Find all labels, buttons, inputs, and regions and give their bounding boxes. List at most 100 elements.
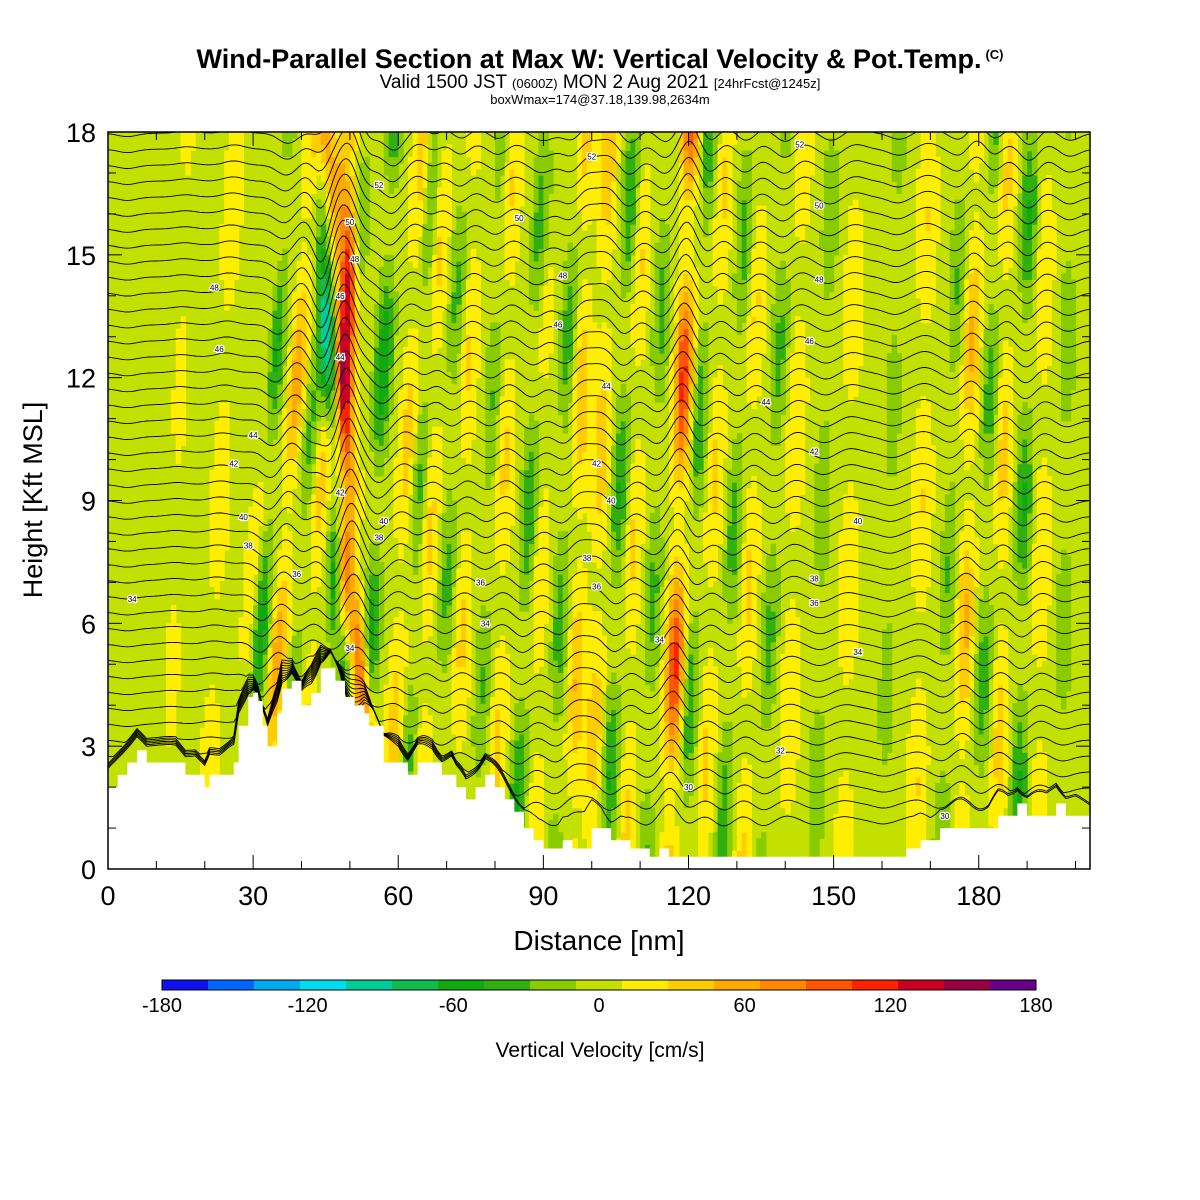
velocity-cell bbox=[349, 629, 356, 637]
velocity-cell bbox=[635, 531, 646, 538]
velocity-cell bbox=[451, 654, 457, 661]
velocity-cell bbox=[998, 561, 1004, 569]
velocity-cell bbox=[741, 844, 748, 852]
velocity-cell bbox=[345, 580, 351, 588]
velocity-cell bbox=[340, 475, 346, 483]
velocity-cell bbox=[973, 396, 980, 403]
velocity-cell bbox=[611, 457, 617, 465]
velocity-cell bbox=[649, 617, 656, 624]
velocity-cell bbox=[504, 359, 515, 366]
velocity-cell bbox=[282, 660, 288, 667]
velocity-cell bbox=[973, 678, 980, 686]
velocity-cell bbox=[393, 629, 409, 637]
velocity-cell bbox=[964, 500, 975, 508]
velocity-cell bbox=[340, 402, 346, 409]
velocity-cell bbox=[635, 359, 641, 366]
velocity-cell bbox=[664, 752, 680, 760]
velocity-cell bbox=[291, 316, 298, 323]
velocity-cell bbox=[688, 623, 699, 631]
velocity-cell bbox=[654, 371, 665, 379]
velocity-cell bbox=[765, 647, 772, 655]
velocity-cell bbox=[485, 432, 496, 440]
velocity-cell bbox=[993, 377, 999, 385]
velocity-cell bbox=[499, 783, 506, 790]
velocity-cell bbox=[209, 518, 230, 526]
velocity-cell bbox=[935, 819, 951, 827]
velocity-cell bbox=[403, 353, 419, 360]
velocity-cell bbox=[499, 764, 506, 772]
velocity-cell bbox=[383, 703, 390, 710]
velocity-cell bbox=[562, 328, 573, 336]
velocity-cell bbox=[983, 396, 994, 403]
velocity-cell bbox=[311, 432, 317, 440]
velocity-cell bbox=[761, 604, 767, 612]
velocity-cell bbox=[417, 426, 428, 434]
velocity-cell bbox=[291, 641, 303, 649]
velocity-cell bbox=[993, 389, 999, 397]
velocity-cell bbox=[625, 469, 632, 477]
velocity-cell bbox=[330, 518, 336, 526]
velocity-cell bbox=[669, 555, 675, 563]
velocity-cell bbox=[582, 721, 588, 729]
velocity-cell bbox=[335, 377, 341, 385]
velocity-cell bbox=[915, 783, 922, 790]
velocity-cell bbox=[345, 635, 351, 643]
velocity-cell bbox=[494, 396, 501, 403]
velocity-cell bbox=[736, 838, 743, 846]
velocity-cell bbox=[819, 580, 825, 588]
velocity-cell bbox=[911, 537, 931, 545]
velocity-cell bbox=[514, 727, 530, 735]
velocity-cell bbox=[461, 359, 467, 366]
velocity-cell bbox=[978, 635, 985, 643]
velocity-cell bbox=[267, 420, 278, 428]
velocity-cell bbox=[412, 555, 419, 563]
velocity-cell bbox=[620, 494, 627, 502]
velocity-cell bbox=[693, 506, 699, 514]
velocity-cell bbox=[998, 635, 1009, 643]
velocity-cell bbox=[514, 733, 520, 741]
velocity-cell bbox=[335, 574, 341, 581]
velocity-cell bbox=[814, 512, 830, 520]
velocity-cell bbox=[606, 439, 612, 446]
velocity-cell bbox=[528, 826, 544, 833]
velocity-cell bbox=[572, 740, 578, 747]
velocity-cell bbox=[678, 420, 685, 428]
velocity-cell bbox=[736, 807, 752, 815]
velocity-cell bbox=[180, 316, 186, 323]
velocity-cell bbox=[780, 365, 786, 373]
velocity-cell bbox=[838, 647, 854, 655]
velocity-cell bbox=[306, 328, 312, 336]
velocity-cell bbox=[780, 672, 801, 680]
velocity-cell bbox=[586, 340, 612, 348]
velocity-cell bbox=[814, 500, 830, 508]
velocity-cell bbox=[567, 672, 573, 680]
velocity-cell bbox=[698, 844, 709, 852]
velocity-cell bbox=[746, 383, 762, 391]
velocity-cell bbox=[683, 408, 690, 416]
velocity-cell bbox=[973, 721, 980, 729]
velocity-cell bbox=[949, 316, 960, 323]
velocity-cell bbox=[601, 383, 607, 391]
velocity-cell bbox=[881, 672, 893, 680]
velocity-cell bbox=[785, 807, 791, 815]
velocity-cell bbox=[403, 346, 419, 354]
velocity-cell bbox=[1041, 463, 1048, 471]
velocity-cell bbox=[732, 451, 743, 459]
velocity-cell bbox=[717, 457, 723, 465]
velocity-cell bbox=[316, 316, 322, 323]
velocity-cell bbox=[567, 678, 573, 686]
velocity-cell bbox=[519, 543, 525, 551]
velocity-cell bbox=[881, 666, 893, 674]
velocity-cell bbox=[557, 604, 564, 612]
velocity-cell bbox=[611, 537, 617, 545]
velocity-cell bbox=[978, 426, 985, 434]
velocity-cell bbox=[311, 580, 322, 588]
velocity-cell bbox=[311, 408, 317, 416]
velocity-cell bbox=[630, 316, 646, 323]
velocity-cell bbox=[369, 408, 375, 416]
velocity-cell bbox=[514, 758, 525, 766]
velocity-cell bbox=[514, 770, 525, 778]
velocity-cell bbox=[538, 525, 549, 532]
velocity-cell bbox=[1036, 346, 1052, 354]
velocity-cell bbox=[1060, 555, 1072, 563]
